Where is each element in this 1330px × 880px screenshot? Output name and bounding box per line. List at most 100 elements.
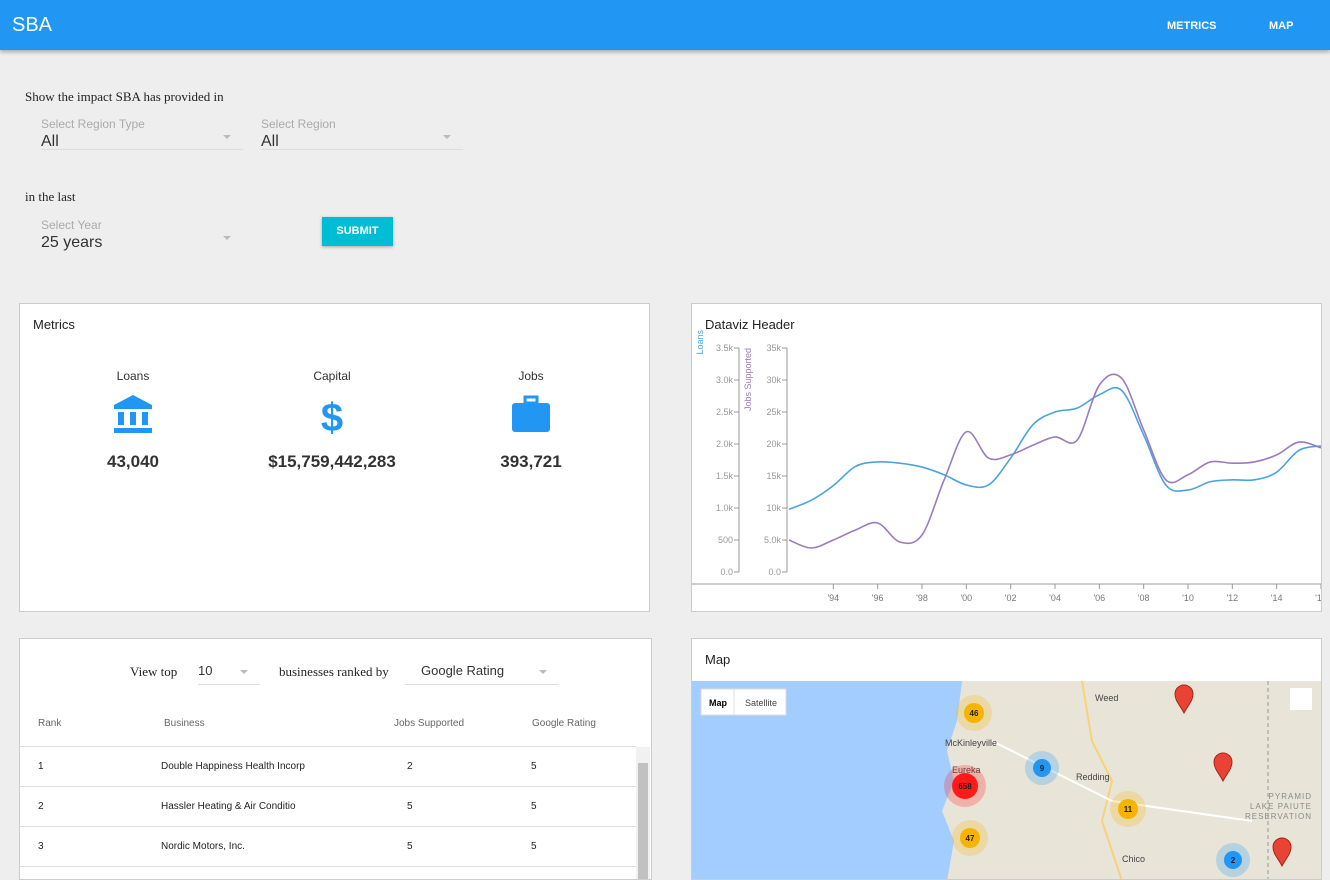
place-label: LAKE PAIUTE bbox=[1250, 802, 1312, 811]
nav-link[interactable]: METRICS bbox=[1167, 20, 1217, 32]
y-tick-label: 500 bbox=[718, 535, 733, 545]
table-text: View top bbox=[130, 664, 178, 679]
metric-value: 43,040 bbox=[107, 452, 159, 471]
select[interactable]: Select Region All bbox=[261, 117, 463, 150]
y-tick-label: 2.5k bbox=[716, 407, 734, 417]
table-cell: 1 bbox=[38, 761, 44, 772]
table-cell: 2 bbox=[38, 801, 44, 812]
submit-button[interactable]: SUBMIT bbox=[322, 217, 393, 246]
place-label: Chico bbox=[1122, 854, 1145, 864]
y-tick-label: 0.0 bbox=[720, 567, 733, 577]
y2-tick-label: 0.0 bbox=[768, 567, 781, 577]
y-tick-label: 3.0k bbox=[716, 375, 734, 385]
metric: Loans 43,040 bbox=[83, 369, 183, 472]
map-pin[interactable] bbox=[1174, 684, 1194, 715]
form-text: in the last bbox=[25, 189, 76, 204]
x-tick-label: '94 bbox=[827, 593, 839, 603]
table-cell: 5 bbox=[407, 841, 413, 852]
cluster-count: 47 bbox=[966, 834, 975, 843]
select[interactable]: 10 bbox=[198, 663, 260, 685]
select-label: Select Region Type bbox=[41, 117, 145, 131]
map-type-button[interactable]: Satellite bbox=[745, 698, 777, 708]
place-label: Weed bbox=[1095, 693, 1118, 703]
axis-title: Loans bbox=[695, 330, 705, 355]
select-value: All bbox=[41, 133, 59, 150]
y2-tick-label: 25k bbox=[766, 407, 781, 417]
cluster[interactable] bbox=[1033, 759, 1051, 777]
table-cell: Hassler Heating & Air Conditio bbox=[161, 801, 296, 812]
x-tick-label: '14 bbox=[1271, 593, 1283, 603]
scrollbar[interactable] bbox=[636, 747, 650, 879]
x-tick-label: '04 bbox=[1049, 593, 1061, 603]
table-cell: 5 bbox=[531, 801, 537, 812]
metric-value: $15,759,442,283 bbox=[268, 452, 396, 471]
table-cell: Nordic Motors, Inc. bbox=[161, 841, 245, 852]
metric-label: Jobs bbox=[518, 369, 544, 383]
y-tick-label: 1.5k bbox=[716, 471, 734, 481]
bank-icon bbox=[114, 395, 152, 433]
cluster[interactable] bbox=[1118, 799, 1138, 819]
form-text: Show the impact SBA has provided in bbox=[25, 89, 224, 104]
x-tick-label: '02 bbox=[1005, 593, 1017, 603]
y-tick-label: 2.0k bbox=[716, 439, 734, 449]
place-label: Redding bbox=[1076, 772, 1110, 782]
nav-link[interactable]: MAP bbox=[1269, 20, 1294, 32]
select[interactable]: Select Year 25 years bbox=[41, 218, 243, 251]
map-type-button[interactable]: Map bbox=[709, 698, 728, 708]
chart: 0.0 500 1.0k 1.5k 2.0k 2.5k 3.0k 3.5k 0.0 5.0k 10k… bbox=[692, 330, 1321, 603]
y2-tick-label: 10k bbox=[766, 503, 781, 513]
table-card: View top 10 businesses ranked by Google … bbox=[19, 638, 652, 880]
cluster[interactable] bbox=[964, 703, 984, 723]
chart-card: Dataviz Header 0.0 500 1.0k 1.5k 2.0k 2.5k 3.0… bbox=[691, 303, 1322, 612]
app-bar: SBA METRICS MAP bbox=[0, 0, 1330, 50]
x-tick-label: '08 bbox=[1138, 593, 1150, 603]
place-label: PYRAMID bbox=[1269, 792, 1312, 801]
y2-tick-label: 5.0k bbox=[764, 535, 782, 545]
y2-tick-label: 35k bbox=[766, 343, 781, 353]
x-tick-label: '00 bbox=[960, 593, 972, 603]
svg-text:$: $ bbox=[321, 396, 343, 437]
select[interactable]: Google Rating bbox=[405, 663, 559, 685]
divider bbox=[20, 826, 636, 827]
select[interactable]: Select Region Type All bbox=[41, 117, 243, 150]
table-text: businesses ranked by bbox=[279, 664, 389, 679]
table-cell: 3 bbox=[38, 841, 44, 852]
x-tick-label: '06 bbox=[1093, 593, 1105, 603]
place-label: McKinleyville bbox=[945, 738, 997, 748]
card-title: Dataviz Header bbox=[705, 317, 795, 332]
x-tick-label: '16 bbox=[1315, 593, 1321, 603]
select-label: Select Region bbox=[261, 117, 336, 131]
cluster[interactable] bbox=[1224, 851, 1242, 869]
select-label: Select Year bbox=[41, 218, 102, 232]
cluster-count: 9 bbox=[1040, 764, 1045, 773]
cluster[interactable] bbox=[952, 773, 978, 799]
cluster[interactable] bbox=[960, 828, 980, 848]
y2-tick-label: 30k bbox=[766, 375, 781, 385]
map[interactable]: Map Satellite Weed McKinleyville Eureka Reddi… bbox=[692, 681, 1321, 880]
place-label: RESERVATION bbox=[1245, 812, 1312, 821]
x-tick-label: '98 bbox=[916, 593, 928, 603]
cluster-count: 46 bbox=[970, 709, 979, 718]
axis-title: Jobs Supported bbox=[743, 348, 753, 411]
cluster-count: 2 bbox=[1231, 856, 1236, 865]
map-pin[interactable] bbox=[1213, 752, 1233, 783]
card-title: Metrics bbox=[33, 317, 75, 332]
select-value: 10 bbox=[198, 663, 213, 678]
map-pin[interactable] bbox=[1272, 837, 1292, 868]
metric-label: Capital bbox=[313, 369, 351, 383]
select-value: All bbox=[261, 133, 279, 150]
table-cell: Double Happiness Health Incorp bbox=[161, 761, 305, 772]
map-card: Map Map Satellite Weed McKinleyville Eureka R… bbox=[691, 638, 1322, 880]
table-cell: 5 bbox=[531, 841, 537, 852]
divider bbox=[20, 746, 636, 747]
x-tick-label: '10 bbox=[1182, 593, 1194, 603]
dollar-icon: $ bbox=[321, 396, 343, 440]
x-tick-label: '96 bbox=[872, 593, 884, 603]
series-line bbox=[788, 386, 1321, 511]
x-tick-label: '12 bbox=[1226, 593, 1238, 603]
metric: Capital $ $15,759,442,283 bbox=[232, 369, 432, 472]
select-value: 25 years bbox=[41, 234, 103, 251]
column-header: Google Rating bbox=[532, 718, 596, 729]
divider bbox=[20, 786, 636, 787]
